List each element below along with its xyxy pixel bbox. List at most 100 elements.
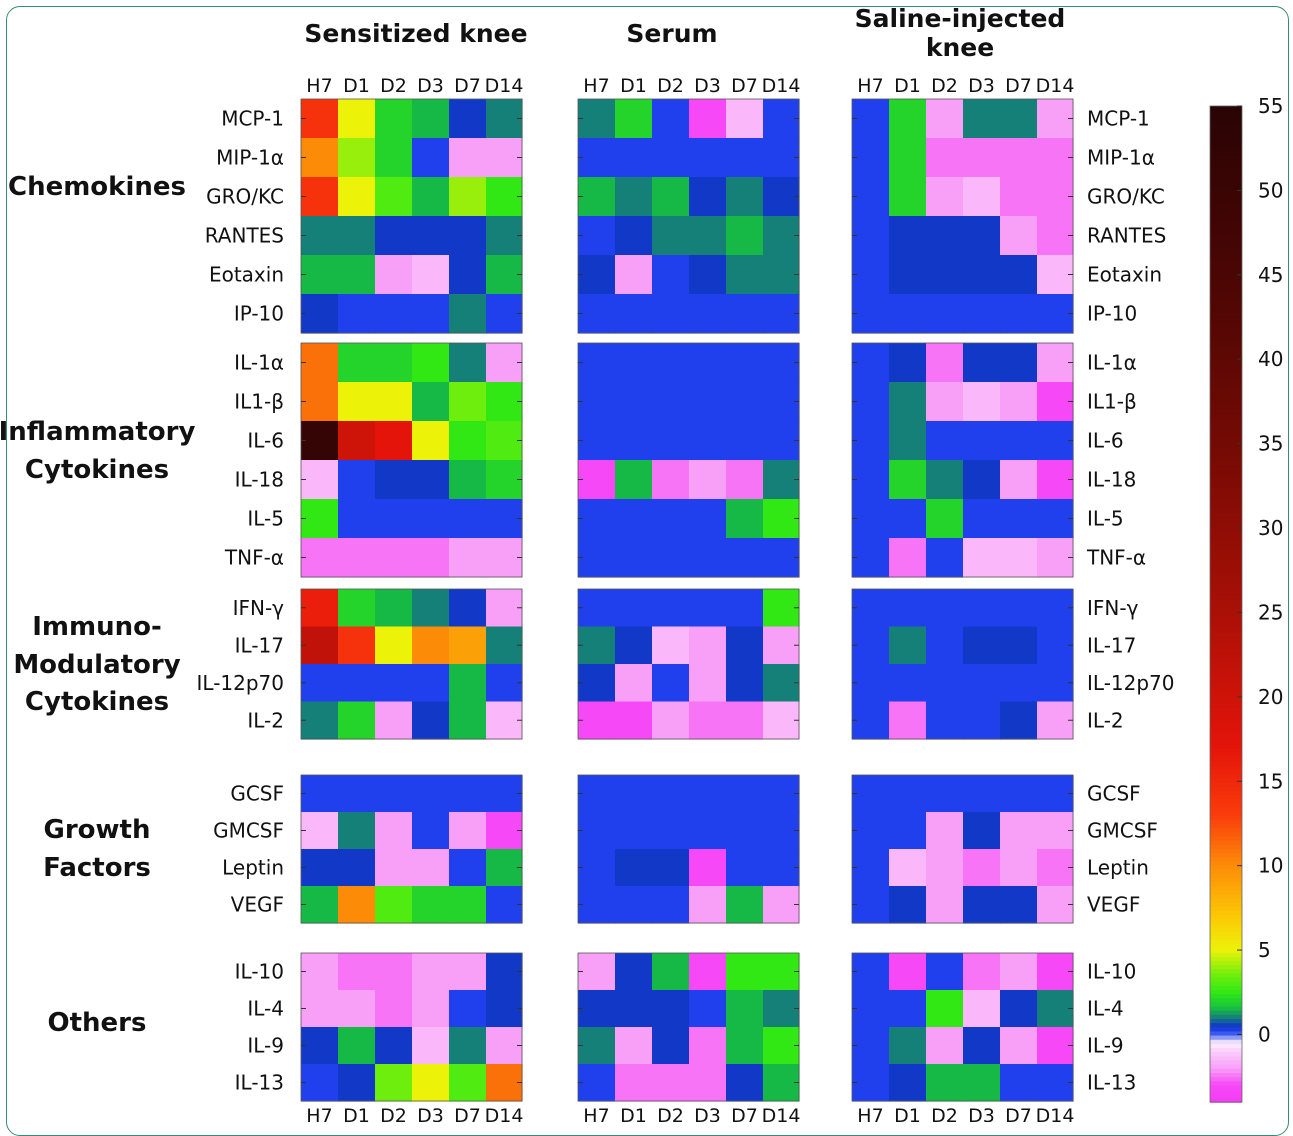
- colorbar-segment: [1210, 1093, 1242, 1099]
- heatmap-cell: [375, 177, 413, 217]
- bottom-tick-label-p1-D3: D3: [417, 1105, 444, 1122]
- colorbar-segment: [1210, 608, 1242, 614]
- colorbar-segment: [1210, 591, 1242, 597]
- heatmap-cell: [926, 382, 964, 422]
- colorbar-segment: [1210, 1039, 1242, 1045]
- colorbar-segment: [1210, 782, 1242, 788]
- colorbar-segment: [1210, 450, 1242, 456]
- colorbar-segment: [1210, 172, 1242, 178]
- heatmap-cell: [726, 421, 764, 461]
- colorbar-segment: [1210, 197, 1242, 203]
- heatmap-cell: [726, 538, 764, 578]
- heatmap-cell: [412, 177, 450, 217]
- colorbar-segment: [1210, 998, 1242, 1004]
- colorbar-segment: [1210, 774, 1242, 780]
- heatmap-cell: [1037, 421, 1074, 461]
- heatmap-cell: [1037, 775, 1074, 813]
- heatmap-block-border: [577, 588, 800, 740]
- colorbar-segment: [1210, 355, 1242, 360]
- colorbar-segment: [1210, 612, 1242, 618]
- heatmap-cell: [726, 775, 764, 813]
- bottom-tick-label-p3-D1: D1: [894, 1105, 921, 1122]
- row-label-left: GCSF: [230, 782, 284, 806]
- row-label-right: RANTES: [1087, 224, 1166, 248]
- heatmap-cell: [652, 499, 690, 539]
- bottom-tick-label-p3-D3: D3: [968, 1105, 995, 1122]
- row-label-right: IL-6: [1087, 429, 1124, 453]
- heatmap-cell: [1000, 99, 1038, 139]
- heatmap-cell: [852, 177, 890, 217]
- heatmap-cell: [615, 538, 653, 578]
- colorbar-segment: [1210, 570, 1242, 576]
- row-label-right: IL-5: [1087, 507, 1124, 531]
- heatmap-cell: [449, 255, 487, 295]
- heatmap-cell: [652, 177, 690, 217]
- heatmap-cell: [615, 255, 653, 295]
- colorbar-segment: [1210, 753, 1242, 759]
- heatmap-cell: [726, 216, 764, 256]
- heatmap-cell: [1037, 460, 1074, 500]
- heatmap-cell: [926, 99, 964, 139]
- heatmap-cell: [449, 1064, 487, 1102]
- row-label-left: VEGF: [231, 893, 284, 917]
- colorbar-segment: [1210, 259, 1242, 265]
- heatmap-cell: [963, 99, 1001, 139]
- colorbar-segment: [1210, 799, 1242, 804]
- heatmap-cell: [1037, 953, 1074, 991]
- row-label-right: IL-9: [1087, 1034, 1124, 1058]
- heatmap-cell: [578, 343, 616, 383]
- colorbar-segment: [1210, 106, 1242, 111]
- colorbar-segment: [1210, 251, 1242, 257]
- colorbar-segment: [1210, 815, 1242, 821]
- colorbar-segment: [1210, 110, 1242, 116]
- colorbar-segment: [1210, 1072, 1242, 1078]
- heatmap-cell: [763, 99, 800, 139]
- colorbar-segment: [1210, 649, 1242, 655]
- colorbar-segment: [1210, 176, 1242, 182]
- bottom-tick-label-p2-D14: D14: [762, 1105, 801, 1122]
- colorbar-segment: [1210, 342, 1242, 348]
- top-tick-label-p2-D2: D2: [657, 75, 684, 97]
- heatmap-cell: [615, 886, 653, 924]
- heatmap-block-border: [577, 98, 800, 334]
- heatmap-cell: [375, 701, 413, 740]
- heatmap-cell: [652, 701, 690, 740]
- heatmap-cell: [338, 177, 376, 217]
- heatmap-cell: [763, 849, 800, 887]
- heatmap-cell: [338, 812, 376, 850]
- heatmap-cell: [926, 775, 964, 813]
- heatmap-cell: [726, 849, 764, 887]
- top-tick-label-p3-H7: H7: [857, 75, 883, 97]
- heatmap-cell: [652, 775, 690, 813]
- colorbar-segment: [1210, 193, 1242, 199]
- colorbar-segment: [1210, 284, 1242, 290]
- colorbar-segment: [1210, 234, 1242, 240]
- top-tick-label-p3-D7: D7: [1005, 75, 1032, 97]
- row-label-right: IL-2: [1087, 708, 1124, 732]
- heatmap-cell: [963, 255, 1001, 295]
- colorbar-segment: [1210, 276, 1242, 282]
- colorbar-segment: [1210, 832, 1242, 838]
- colorbar-segment: [1210, 458, 1242, 464]
- colorbar-segment: [1210, 728, 1242, 734]
- heatmap-cell: [726, 499, 764, 539]
- heatmap-cell: [689, 382, 727, 422]
- heatmap-cell: [449, 701, 487, 740]
- heatmap-cell: [338, 255, 376, 295]
- heatmap-cell: [852, 255, 890, 295]
- colorbar-segment: [1210, 886, 1242, 892]
- colorbar-segment: [1210, 442, 1242, 448]
- colorbar-segment: [1210, 595, 1242, 601]
- heatmap-cell: [926, 626, 964, 665]
- heatmap-cell: [652, 1027, 690, 1065]
- colorbar-segment: [1210, 558, 1242, 564]
- heatmap-cell: [763, 255, 800, 295]
- heatmap-cell: [726, 664, 764, 703]
- colorbar-segment: [1210, 209, 1242, 215]
- colorbar-segment: [1210, 720, 1242, 726]
- heatmap-cell: [578, 177, 616, 217]
- heatmap-cell: [412, 460, 450, 500]
- heatmap-cell: [578, 421, 616, 461]
- colorbar-segment: [1210, 1077, 1242, 1083]
- row-label-right: IL1-β: [1087, 390, 1137, 414]
